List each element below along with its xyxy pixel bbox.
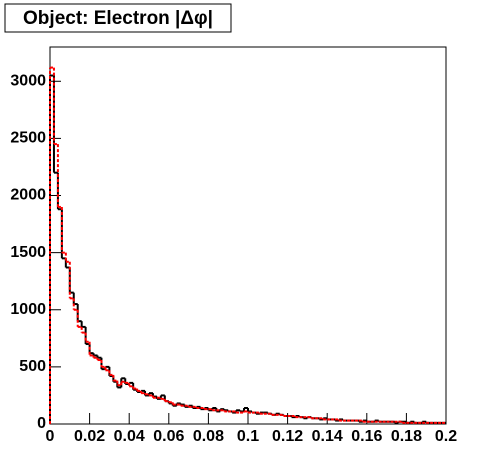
x-tick-label: 0.18 — [391, 428, 422, 445]
x-tick-label: 0 — [46, 428, 55, 445]
x-tick-label: 0.04 — [114, 428, 145, 445]
y-tick-label: 500 — [19, 358, 46, 375]
plot: 0 0.02 0.04 0.06 0.08 0.1 0.12 0.14 0.16 0.18 0.2 0… — [10, 66, 457, 445]
x-tick-label: 0.2 — [435, 428, 457, 445]
chart-title: Object: Electron |Δφ| — [23, 8, 213, 29]
y-tick-label: 2500 — [10, 130, 46, 147]
title-box — [4, 3, 232, 33]
y-tick-label: 2000 — [10, 187, 46, 204]
y-tick-label: 0 — [37, 415, 46, 432]
y-tick-label: 3000 — [10, 72, 46, 89]
x-tick-label: 0.02 — [74, 428, 105, 445]
x-tick-label: 0.08 — [193, 428, 224, 445]
x-tick-label: 0.1 — [237, 428, 259, 445]
x-tick-label: 0.14 — [312, 428, 343, 445]
y-tick-label: 1500 — [10, 244, 46, 261]
x-tick-label: 0.16 — [351, 428, 382, 445]
y-tick-label: 1000 — [10, 301, 46, 318]
x-tick-label: 0.06 — [153, 428, 184, 445]
x-tick-label: 0.12 — [272, 428, 303, 445]
